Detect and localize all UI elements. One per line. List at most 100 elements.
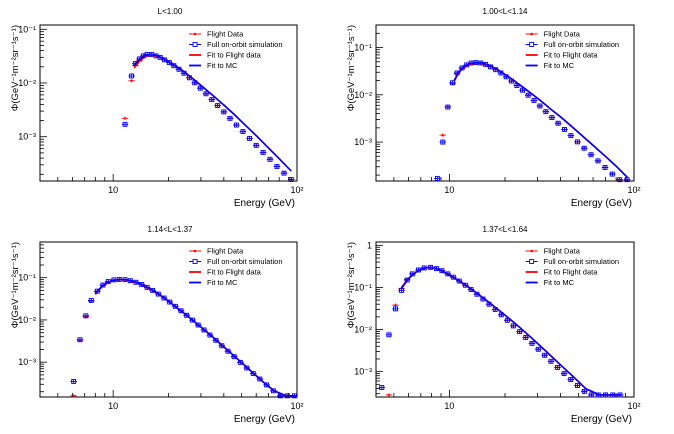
data-point xyxy=(121,116,129,120)
data-point xyxy=(226,115,234,121)
legend-label: Fit to MC xyxy=(207,61,238,70)
data-point xyxy=(253,142,260,148)
data-point xyxy=(524,92,532,98)
y-tick-label: 10⁻³ xyxy=(354,137,372,147)
chart-panel-4: 1.37<L<1.64 10 10² 10⁻³ 10⁻² 10⁻¹ 1 Energy (GeV… xyxy=(346,225,641,425)
data-point xyxy=(528,340,536,346)
legend-label: Flight Data xyxy=(544,247,581,256)
legend-label: Fit to MC xyxy=(544,61,575,70)
chart-title: 1.37<L<1.64 xyxy=(483,225,528,234)
data-point xyxy=(82,313,90,319)
x-axis-label: Energy (GeV) xyxy=(234,198,295,209)
series-fit-to-mc xyxy=(400,266,621,396)
series-full-on-orbit-simulation xyxy=(121,51,295,182)
data-point xyxy=(208,97,215,103)
data-point xyxy=(385,393,393,397)
chart-panel-1: L<1.00 10 10² 10⁻³ 10⁻² 10⁻¹ Energy (GeV) Φ(GeV… xyxy=(10,7,304,209)
data-point xyxy=(548,115,556,121)
data-point xyxy=(522,334,529,340)
y-tick-label: 10⁻² xyxy=(354,325,372,335)
legend-label: Fit to Flight data xyxy=(544,51,599,60)
legend-label: Full on-orbit simulation xyxy=(207,40,282,49)
legend-label: Fit to Flight data xyxy=(544,268,599,277)
data-point xyxy=(392,306,399,312)
data-point xyxy=(220,109,228,115)
legend-entry: Fit to MC xyxy=(189,278,238,287)
data-point xyxy=(554,120,562,126)
data-point xyxy=(121,121,129,127)
data-point xyxy=(616,177,623,183)
legend-label: Fit to MC xyxy=(544,278,575,287)
data-point xyxy=(581,388,588,394)
data-point xyxy=(574,383,581,388)
data-point xyxy=(541,352,548,358)
legend-label: Full on-orbit simulation xyxy=(544,257,619,266)
x-tick-label: 10² xyxy=(627,401,640,411)
data-point xyxy=(197,85,204,91)
y-tick-label: 10⁻² xyxy=(18,315,36,325)
data-point xyxy=(128,73,135,79)
y-tick-label: 10⁻² xyxy=(18,78,36,88)
legend-label: Fit to Flight data xyxy=(207,51,262,60)
legend-entry: Fit to Flight data xyxy=(189,51,262,60)
data-point xyxy=(202,91,210,97)
y-tick-label: 10⁻¹ xyxy=(354,282,372,292)
chart-title: 1.00<L<1.14 xyxy=(483,7,528,16)
series-fit-to-mc xyxy=(453,61,628,178)
legend-entry: Full on-orbit simulation xyxy=(525,40,619,49)
chart-panel-2: 1.00<L<1.14 10 10² 10⁻³ 10⁻² 10⁻¹ Energy (GeV)… xyxy=(346,7,641,209)
data-point xyxy=(233,122,240,128)
data-point xyxy=(580,145,588,151)
data-point xyxy=(504,317,511,323)
x-tick-label: 10 xyxy=(444,401,454,411)
x-tick-label: 10 xyxy=(108,401,118,411)
data-point xyxy=(246,135,253,141)
data-point xyxy=(547,358,555,364)
data-point xyxy=(288,177,295,182)
x-tick-label: 10 xyxy=(444,185,454,195)
chart-title: 1.14<L<1.37 xyxy=(148,225,193,234)
legend-entry: Fit to Flight data xyxy=(525,51,599,60)
y-tick-label: 10⁻³ xyxy=(354,367,372,377)
data-point xyxy=(601,165,609,170)
fit-line xyxy=(94,278,296,397)
fit-line xyxy=(400,266,621,396)
data-point xyxy=(128,79,135,83)
x-axis-label: Energy (GeV) xyxy=(234,414,295,425)
fit-line xyxy=(94,278,296,397)
data-point xyxy=(560,371,568,377)
data-point xyxy=(434,175,441,181)
x-tick-label: 10² xyxy=(290,185,303,195)
x-tick-label: 10² xyxy=(290,401,303,411)
legend-label: Full on-orbit simulation xyxy=(544,40,619,49)
series-flight-data xyxy=(70,278,298,398)
legend-label: Flight Data xyxy=(207,247,244,256)
data-point xyxy=(535,346,542,352)
fit-line xyxy=(453,61,628,178)
data-point xyxy=(567,377,574,382)
y-axis-label: Φ(GeV⁻¹m⁻²sr⁻¹s⁻¹) xyxy=(10,242,21,328)
x-axis-label: Energy (GeV) xyxy=(571,414,632,425)
data-point xyxy=(554,364,561,370)
data-point xyxy=(510,323,517,329)
y-axis-label: Φ(GeV⁻¹m⁻²sr⁻¹s⁻¹) xyxy=(346,25,357,111)
series-fit-to-flight-data xyxy=(400,266,621,396)
data-point xyxy=(439,139,446,145)
data-point xyxy=(449,80,456,86)
legend-entry: Fit to MC xyxy=(189,61,238,70)
data-point xyxy=(392,303,399,307)
y-axis-label: Φ(GeV⁻¹m⁻²sr⁻¹s⁻¹) xyxy=(346,242,357,328)
series-full-on-orbit-simulation xyxy=(70,276,298,399)
legend-entry: Flight Data xyxy=(525,247,581,256)
series-fit-to-mc xyxy=(94,278,296,397)
chart-panel-3: 1.14<L<1.37 10 10² 10⁻³ 10⁻² 10⁻¹ Energy (GeV)… xyxy=(10,225,304,425)
legend-label: Fit to MC xyxy=(207,278,238,287)
legend-label: Fit to Flight data xyxy=(207,268,262,277)
series-flight-data xyxy=(385,265,624,397)
data-point xyxy=(259,149,267,155)
data-point xyxy=(574,139,581,145)
y-tick-label: 1 xyxy=(367,240,372,250)
